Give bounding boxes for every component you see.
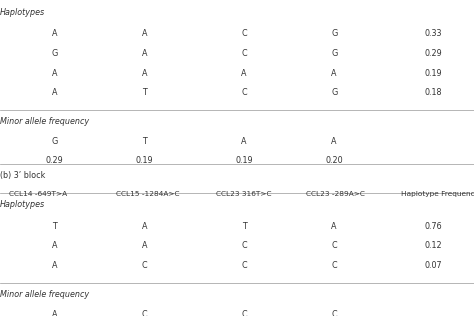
Text: 0.07: 0.07: [425, 261, 443, 270]
Text: A: A: [331, 69, 337, 77]
Text: A: A: [241, 137, 247, 146]
Text: C: C: [142, 310, 147, 316]
Text: G: G: [51, 49, 58, 58]
Text: A: A: [142, 241, 147, 250]
Text: A: A: [331, 222, 337, 231]
Text: Haplotype Frequency: Haplotype Frequency: [401, 191, 474, 197]
Text: Minor allele frequency: Minor allele frequency: [0, 290, 89, 299]
Text: 0.19: 0.19: [425, 69, 443, 77]
Text: C: C: [241, 49, 247, 58]
Text: A: A: [331, 137, 337, 146]
Text: A: A: [52, 29, 57, 38]
Text: T: T: [142, 88, 147, 97]
Text: G: G: [331, 88, 337, 97]
Text: 0.19: 0.19: [235, 156, 253, 165]
Text: T: T: [52, 222, 57, 231]
Text: Haplotypes: Haplotypes: [0, 200, 45, 209]
Text: (b) 3’ block: (b) 3’ block: [0, 171, 46, 180]
Text: A: A: [52, 261, 57, 270]
Text: G: G: [331, 29, 337, 38]
Text: C: C: [241, 29, 247, 38]
Text: C: C: [241, 88, 247, 97]
Text: G: G: [331, 49, 337, 58]
Text: 0.29: 0.29: [46, 156, 64, 165]
Text: A: A: [52, 241, 57, 250]
Text: A: A: [142, 69, 147, 77]
Text: 0.12: 0.12: [425, 241, 443, 250]
Text: Haplotypes: Haplotypes: [0, 8, 45, 17]
Text: 0.18: 0.18: [425, 88, 442, 97]
Text: CCL23 316T>C: CCL23 316T>C: [216, 191, 271, 197]
Text: A: A: [142, 29, 147, 38]
Text: C: C: [142, 261, 147, 270]
Text: C: C: [331, 310, 337, 316]
Text: 0.19: 0.19: [136, 156, 154, 165]
Text: 0.33: 0.33: [425, 29, 442, 38]
Text: A: A: [52, 310, 57, 316]
Text: C: C: [331, 261, 337, 270]
Text: A: A: [241, 69, 247, 77]
Text: T: T: [142, 137, 147, 146]
Text: C: C: [241, 310, 247, 316]
Text: A: A: [142, 222, 147, 231]
Text: CCL14 -649T>A: CCL14 -649T>A: [9, 191, 68, 197]
Text: CCL23 -289A>C: CCL23 -289A>C: [306, 191, 365, 197]
Text: C: C: [241, 241, 247, 250]
Text: CCL15 -1284A>C: CCL15 -1284A>C: [116, 191, 180, 197]
Text: 0.20: 0.20: [325, 156, 343, 165]
Text: G: G: [51, 137, 58, 146]
Text: Minor allele frequency: Minor allele frequency: [0, 117, 89, 126]
Text: 0.76: 0.76: [425, 222, 443, 231]
Text: C: C: [241, 261, 247, 270]
Text: A: A: [52, 69, 57, 77]
Text: A: A: [52, 88, 57, 97]
Text: T: T: [242, 222, 246, 231]
Text: A: A: [142, 49, 147, 58]
Text: 0.29: 0.29: [425, 49, 443, 58]
Text: C: C: [331, 241, 337, 250]
